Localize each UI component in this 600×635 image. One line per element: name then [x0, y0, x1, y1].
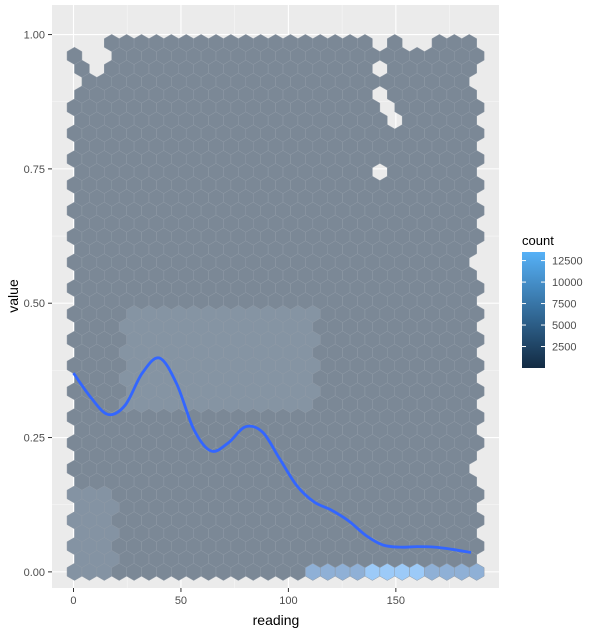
- hex-bin: [357, 34, 373, 52]
- legend-tick-label: 10000: [552, 277, 583, 289]
- legend-colorbar: [522, 252, 545, 368]
- hex-bin: [461, 34, 477, 52]
- legend-tick-label: 12500: [552, 256, 583, 268]
- smooth-trend-line: [72, 356, 472, 554]
- x-axis-title: reading: [253, 612, 300, 628]
- hex-bins: [66, 34, 485, 581]
- x-axis: 0 50 100 150: [70, 588, 405, 607]
- legend-ticks: 2500 5000 7500 10000 12500: [522, 256, 583, 354]
- y-axis-title: value: [5, 279, 21, 313]
- x-tick-label: 50: [175, 595, 187, 607]
- legend: count 2500 5000 7500 10000 12500: [522, 233, 583, 368]
- legend-title: count: [522, 233, 554, 248]
- x-tick-label: 150: [387, 595, 405, 607]
- y-tick-label: 0.00: [24, 567, 45, 579]
- x-tick-label: 0: [70, 595, 76, 607]
- y-tick-label: 0.25: [24, 433, 45, 445]
- hex-bin: [66, 46, 83, 65]
- x-tick-label: 100: [279, 595, 297, 607]
- legend-tick-label: 2500: [552, 342, 576, 354]
- y-tick-label: 1.00: [24, 30, 45, 42]
- legend-tick-label: 7500: [552, 299, 576, 311]
- hex-bin: [387, 34, 403, 52]
- y-axis: 0.00 0.25 0.50 0.75 1.00: [24, 30, 52, 579]
- legend-tick-label: 5000: [552, 320, 576, 332]
- y-tick-label: 0.75: [24, 164, 45, 176]
- y-tick-label: 0.50: [24, 298, 45, 310]
